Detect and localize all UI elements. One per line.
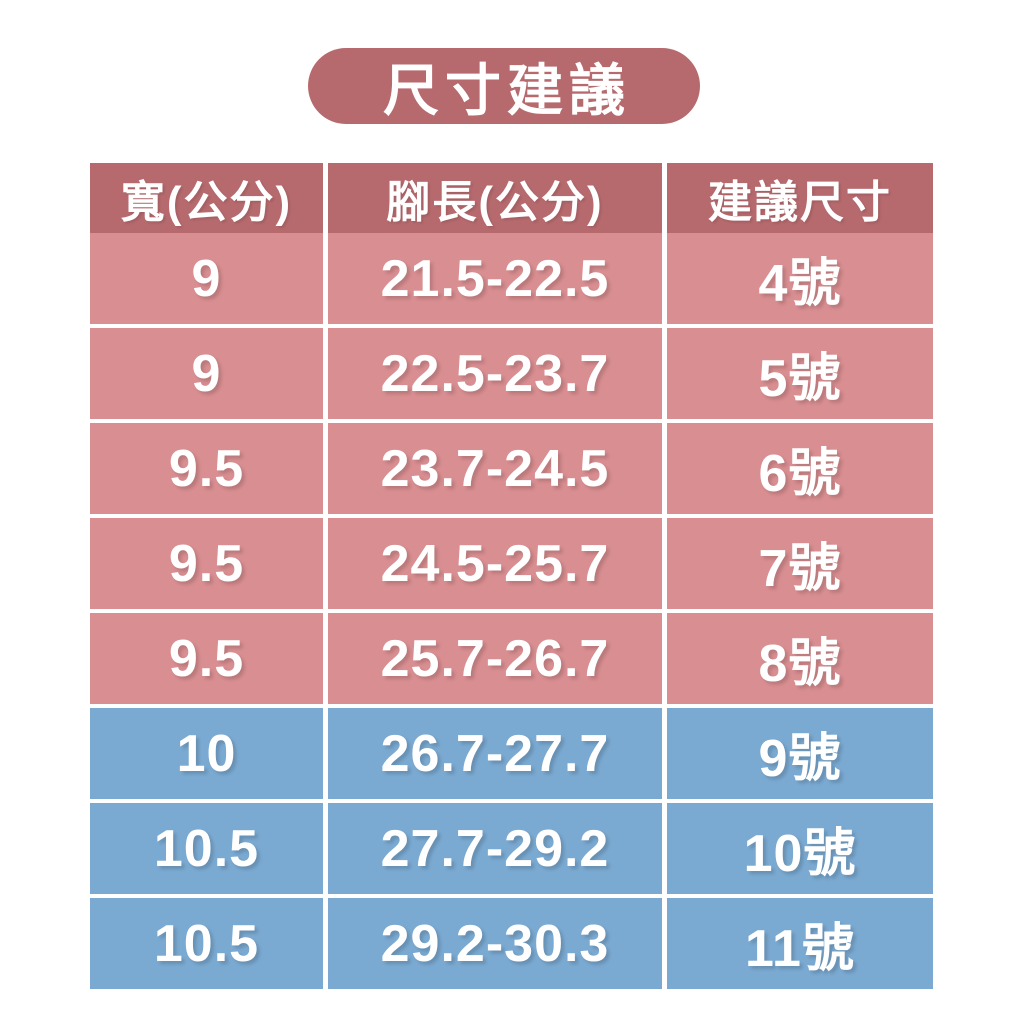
table-cell: 9 bbox=[90, 328, 323, 419]
header-cell: 寬(公分) bbox=[90, 163, 323, 233]
table-header-row: 寬(公分) 腳長(公分) 建議尺寸 bbox=[90, 163, 933, 233]
table-cell: 21.5-22.5 bbox=[328, 233, 662, 324]
header-cell: 腳長(公分) bbox=[328, 163, 662, 233]
table-cell: 10 bbox=[90, 708, 323, 799]
table-cell: 22.5-23.7 bbox=[328, 328, 662, 419]
table-cell: 7號 bbox=[667, 518, 933, 609]
table-cell: 10.5 bbox=[90, 803, 323, 894]
table-cell: 23.7-24.5 bbox=[328, 423, 662, 514]
table-cell: 9.5 bbox=[90, 423, 323, 514]
table-cell: 11號 bbox=[667, 898, 933, 989]
table-cell: 9.5 bbox=[90, 518, 323, 609]
table-cell: 8號 bbox=[667, 613, 933, 704]
table-cell: 10號 bbox=[667, 803, 933, 894]
table-cell: 9.5 bbox=[90, 613, 323, 704]
size-chart-table: 寬(公分) 腳長(公分) 建議尺寸 9 21.5-22.5 4號 9 22.5-23.7 5號… bbox=[90, 163, 933, 989]
table-cell: 9 bbox=[90, 233, 323, 324]
table-cell: 27.7-29.2 bbox=[328, 803, 662, 894]
table-cell: 29.2-30.3 bbox=[328, 898, 662, 989]
table-cell: 9號 bbox=[667, 708, 933, 799]
header-cell: 建議尺寸 bbox=[667, 163, 933, 233]
table-cell: 24.5-25.7 bbox=[328, 518, 662, 609]
table-body: 9 21.5-22.5 4號 9 22.5-23.7 5號 9.5 23.7-24.5 6號 9.… bbox=[90, 233, 933, 989]
page-title: 尺寸建議 bbox=[383, 58, 631, 122]
table-cell: 5號 bbox=[667, 328, 933, 419]
table-cell: 10.5 bbox=[90, 898, 323, 989]
table-cell: 25.7-26.7 bbox=[328, 613, 662, 704]
table-cell: 6號 bbox=[667, 423, 933, 514]
table-cell: 4號 bbox=[667, 233, 933, 324]
title-pill: 尺寸建議 bbox=[308, 48, 700, 124]
table-cell: 26.7-27.7 bbox=[328, 708, 662, 799]
